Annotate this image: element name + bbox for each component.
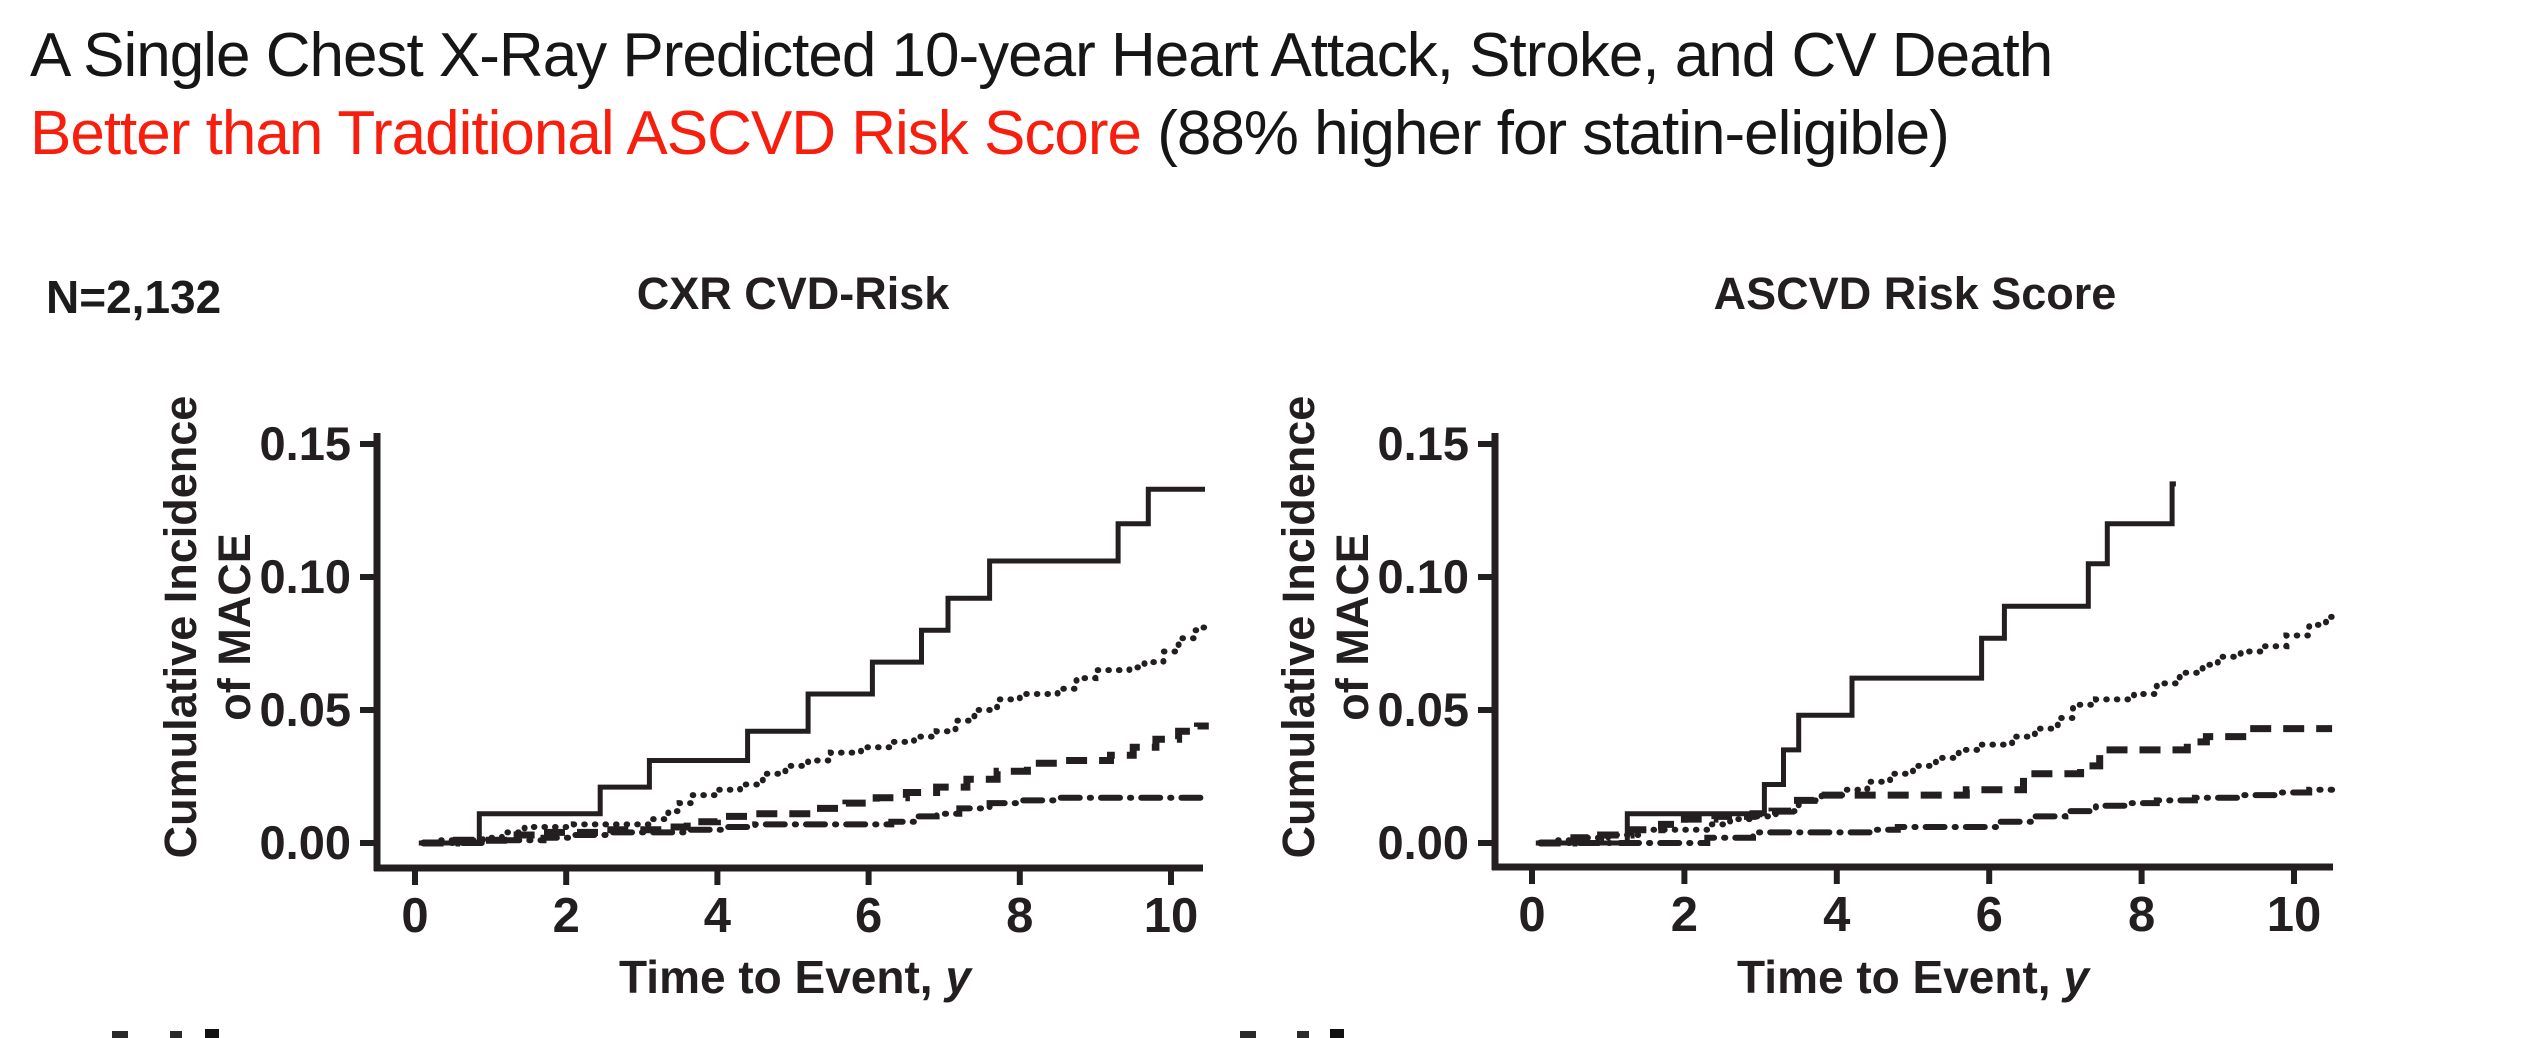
cropped-legend-fragment [112,1031,128,1038]
y-tick-label: 0.15 [260,417,351,470]
x-tick-label: 10 [2267,888,2322,942]
y-tick-label: 0.05 [260,683,351,736]
x-tick-label: 8 [2128,888,2155,942]
x-tick-label: 4 [704,889,731,943]
sample-size-label: N=2,132 [46,271,222,323]
chart-title-ascvd: ASCVD Risk Score [1713,268,2117,319]
y-tick-label: 0.05 [1378,683,1469,736]
x-axis-label-ascvd: Time to Event, y [1737,951,2089,1003]
chart-title-cxr: CXR CVD-Risk [636,268,950,319]
cropped-legend-fragment [170,1031,182,1038]
series-risk-q1-dashdot [1536,786,2336,846]
series-risk-q4-solid [418,486,1205,846]
cropped-legend-fragment [1240,1031,1256,1038]
x-tick-label: 2 [553,889,580,943]
x-tick-label: 0 [401,889,428,943]
x-tick-label: 2 [1671,888,1698,942]
cropped-legend-fragment [1297,1031,1309,1038]
y-tick-label: 0.15 [1378,417,1469,470]
x-tick-label: 0 [1518,888,1545,942]
x-tick-label: 10 [1144,889,1199,943]
series-risk-q2-dashed [422,722,1209,847]
series-risk-q2-dashed [1539,725,2333,847]
x-tick-label: 4 [1823,888,1850,942]
y-tick-label: 0.00 [260,816,351,869]
series-risk-q4-solid [1535,481,2176,846]
x-tick-label: 6 [1976,888,2003,942]
slide-title-emphasis: Better than Traditional ASCVD Risk Score [30,99,1142,168]
cropped-legend-fragment [1330,1029,1344,1038]
series-risk-q3-dotted [1536,613,2336,846]
cxr-cvd-risk-plot: 0.00 0.05 0.10 0.15 0 2 4 6 8 10 [260,417,1212,943]
y-tick-label: 0.00 [1378,816,1469,869]
y-tick-label: 0.10 [260,550,351,603]
series-risk-q1-dashdot [419,794,1212,846]
y-tick-label: 0.10 [1378,550,1469,603]
cropped-legend-fragment [205,1029,219,1038]
x-tick-label: 8 [1006,889,1033,943]
x-tick-label: 6 [855,889,882,943]
slide-title-line-2-rest: (88% higher for statin-eligible) [1140,99,1950,168]
slide-title-line-1: A Single Chest X-Ray Predicted 10-year H… [30,21,2053,90]
ascvd-risk-score-plot: 0.00 0.05 0.10 0.15 0 2 4 6 8 10 [1378,417,2336,942]
slide-title-line-2: Better than Traditional ASCVD Risk Score… [30,98,1950,169]
series-risk-q3-dotted [419,624,1212,846]
x-axis-label-cxr: Time to Event, y [619,951,971,1003]
